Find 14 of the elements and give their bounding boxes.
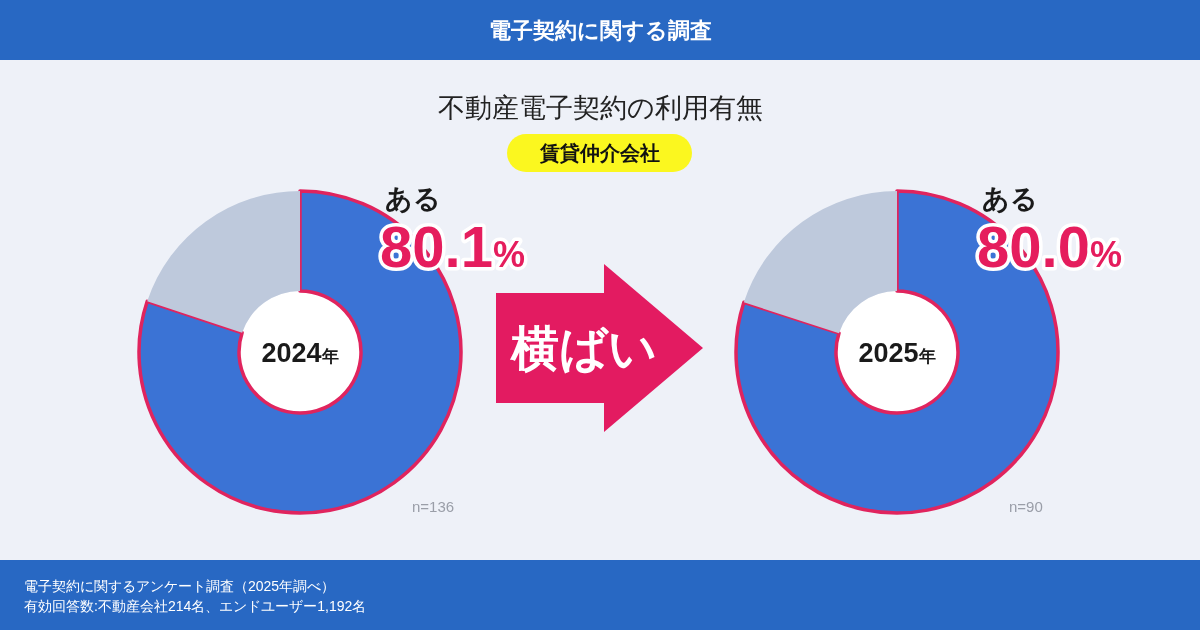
text: 2024年 xyxy=(261,338,339,368)
donut-slice xyxy=(147,191,300,333)
slice-label: ある xyxy=(385,184,441,214)
text: n=136 xyxy=(412,498,455,515)
donut-slice xyxy=(743,191,897,334)
text: 電子契約に関する調査 xyxy=(488,18,712,43)
text: 電子契約に関するアンケート調査（2025年調べ） xyxy=(24,578,336,594)
text: 不動産電子契約の利用有無 xyxy=(437,93,763,123)
text: 横ばい xyxy=(509,322,657,375)
slice-label: ある xyxy=(982,184,1038,214)
text: 2025年 xyxy=(858,338,936,368)
text: 有効回答数:不動産会社214名、エンドユーザー1,192名 xyxy=(24,598,367,614)
text: n=90 xyxy=(1009,498,1043,515)
text: 賃貸仲介会社 xyxy=(539,142,660,165)
